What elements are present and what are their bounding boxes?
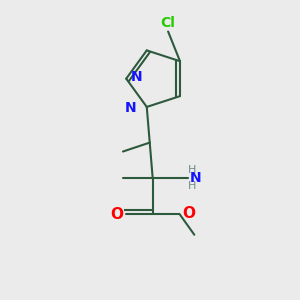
Text: O: O: [182, 206, 195, 221]
Text: N: N: [125, 101, 136, 116]
Text: H: H: [188, 181, 196, 191]
Text: O: O: [110, 207, 123, 222]
Text: H: H: [188, 165, 196, 175]
Text: N: N: [189, 171, 201, 185]
Text: Cl: Cl: [161, 16, 176, 30]
Text: N: N: [131, 70, 142, 84]
